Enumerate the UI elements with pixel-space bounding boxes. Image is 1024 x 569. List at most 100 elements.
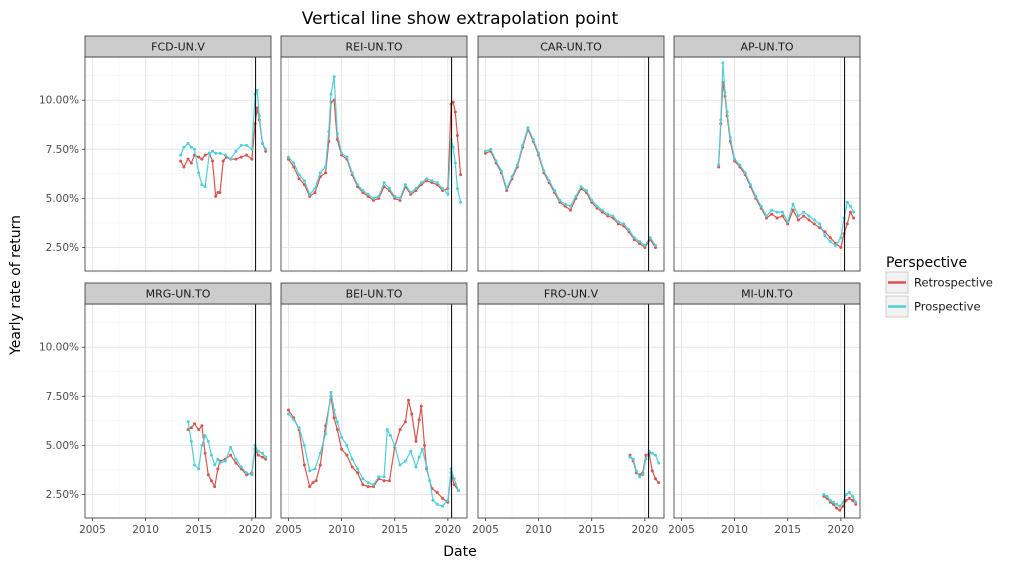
data-point-prospective [631,457,635,461]
data-point-retrospective [179,159,183,163]
data-point-prospective [547,179,551,183]
data-point-prospective [616,220,620,224]
panel-background [85,57,271,271]
data-point-retrospective [314,479,318,483]
data-point-prospective [489,147,493,151]
data-point-prospective [377,475,381,479]
data-point-prospective [812,218,816,222]
data-point-prospective [627,228,631,232]
facet-label: FRO-UN.V [544,288,599,301]
data-point-prospective [634,469,638,473]
data-point-prospective [733,157,737,161]
facet-strip [673,35,861,58]
x-tick-label: 2005 [668,524,695,536]
data-point-prospective [350,457,354,461]
data-point-prospective [192,147,196,151]
data-point-prospective [425,465,429,469]
data-point-retrospective [313,190,317,194]
data-point-prospective [643,243,647,247]
data-point-prospective [786,220,790,224]
x-tick-label: 2020 [239,524,266,536]
data-point-prospective [313,187,317,191]
facet-strip [280,35,468,58]
facet-strip [280,282,468,305]
data-point-prospective [189,145,193,149]
data-point-retrospective [441,496,445,500]
data-point-prospective [851,494,855,498]
data-point-prospective [780,210,784,214]
data-point-retrospective [435,490,439,494]
data-point-prospective [505,187,509,191]
data-point-prospective [229,445,233,449]
data-point-prospective [377,194,381,198]
data-point-prospective [253,92,257,96]
data-point-prospective [721,61,725,65]
data-point-retrospective [410,412,414,416]
data-point-retrospective [211,159,215,163]
data-point-prospective [308,192,312,196]
x-tick-label: 2005 [79,524,106,536]
data-point-prospective [641,473,645,477]
data-point-prospective [749,183,753,187]
data-point-prospective [725,110,729,114]
data-point-retrospective [419,404,423,408]
legend-label-retrospective: Retrospective [914,276,993,290]
data-point-prospective [425,177,429,181]
data-point-prospective [515,163,519,167]
y-axis-label: Yearly rate of return [8,215,24,356]
facet-strip [84,282,272,305]
data-point-prospective [260,141,264,145]
data-point-prospective [600,208,604,212]
data-point-prospective [499,169,503,173]
y-tick-label: 2.50% [46,242,79,254]
data-point-prospective [207,151,211,155]
data-point-prospective [256,449,260,453]
legend-label-prospective: Prospective [914,300,981,314]
data-point-prospective [403,459,407,463]
data-point-prospective [340,436,344,440]
y-tick-label: 10.00% [39,95,79,107]
data-point-retrospective [657,481,661,485]
data-point-retrospective [189,161,193,165]
data-point-prospective [245,143,249,147]
data-point-prospective [286,155,290,159]
data-point-prospective [632,236,636,240]
data-point-retrospective [186,157,190,161]
data-point-prospective [318,171,322,175]
data-point-prospective [189,439,193,443]
data-point-retrospective [451,100,455,104]
data-point-prospective [441,187,445,191]
facet-panel: FCD-UN.V 2.50% 5.00% 7.50% 10.00% [39,35,272,273]
data-point-prospective [203,185,207,189]
data-point-prospective [297,173,301,177]
data-point-prospective [356,467,360,471]
data-point-prospective [414,187,418,191]
data-point-prospective [245,471,249,475]
data-point-prospective [350,171,354,175]
data-point-retrospective [775,216,779,220]
data-point-prospective [382,181,386,185]
data-point-retrospective [308,485,312,489]
data-point-prospective [206,439,210,443]
data-point-retrospective [311,481,315,485]
data-point-retrospective [807,218,811,222]
data-point-prospective [584,189,588,193]
data-point-retrospective [459,173,463,177]
data-point-prospective [451,145,455,149]
data-point-retrospective [852,216,856,220]
data-point-prospective [340,151,344,155]
data-point-prospective [807,214,811,218]
data-point-retrospective [182,165,186,169]
data-point-prospective [563,202,567,206]
data-point-retrospective [206,473,210,477]
data-point-prospective [839,236,843,240]
data-point-retrospective [350,465,354,469]
data-point-prospective [754,194,758,198]
facet-label: CAR-UN.TO [540,41,602,54]
data-point-retrospective [209,479,213,483]
data-point-prospective [186,420,190,424]
data-point-prospective [606,212,610,216]
data-point-prospective [648,236,652,240]
facet-label: MRG-UN.TO [146,288,211,301]
data-point-prospective [842,216,846,220]
